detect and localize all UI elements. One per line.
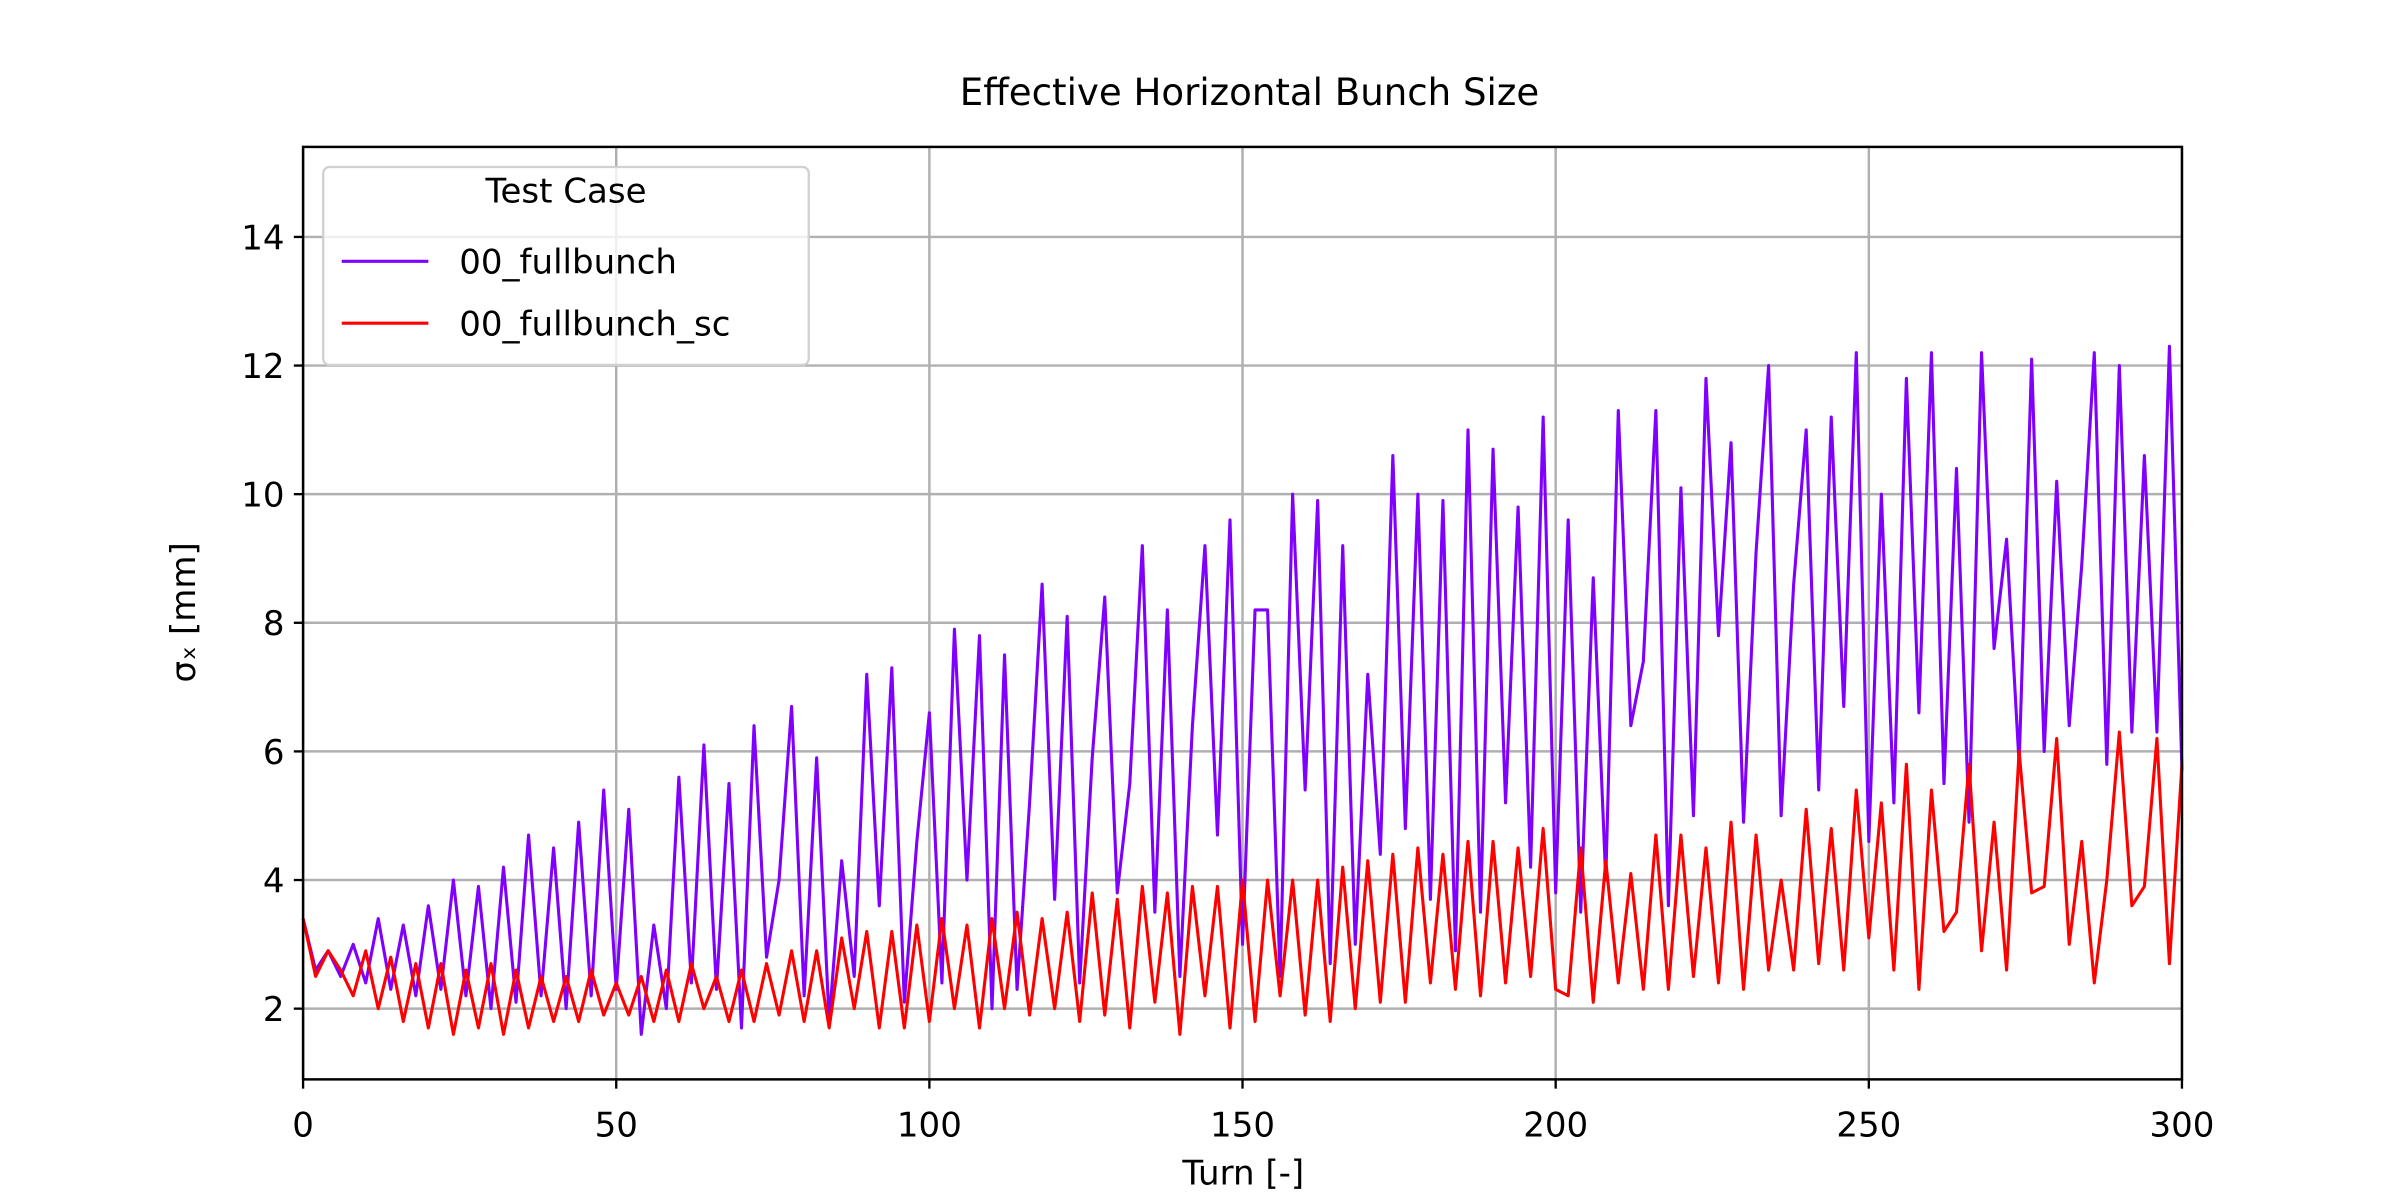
x-tick-label: 200	[1523, 1106, 1588, 1146]
legend-label: 00_fullbunch	[459, 243, 677, 283]
legend: Test Case 00_fullbunch 00_fullbunch_sc	[322, 165, 810, 367]
y-tick-label: 2	[263, 990, 285, 1030]
legend-title: Test Case	[484, 172, 646, 212]
x-tick-label: 100	[897, 1106, 962, 1146]
x-axis-label: Turn [-]	[1181, 1154, 1304, 1194]
x-tick-label: 300	[2149, 1106, 2214, 1146]
data-line	[301, 730, 2184, 1036]
y-tick-label: 8	[263, 604, 285, 644]
y-tick-label: 4	[263, 861, 285, 901]
x-tick-label: 150	[1210, 1106, 1275, 1146]
x-tick-label: 250	[1836, 1106, 1901, 1146]
y-tick-label: 14	[241, 218, 284, 258]
legend-box	[322, 165, 810, 367]
plot-area	[301, 344, 2184, 1036]
legend-label: 00_fullbunch_sc	[459, 305, 730, 345]
y-tick-label: 12	[241, 347, 284, 387]
grid	[301, 146, 2184, 1080]
y-tick-label: 10	[241, 476, 284, 516]
data-line	[301, 344, 2184, 1036]
x-tick-label: 50	[595, 1106, 638, 1146]
y-axis-label: σₓ [mm]	[164, 542, 204, 682]
x-tick-label: 0	[292, 1106, 314, 1146]
y-tick-label: 6	[263, 733, 285, 773]
chart-title: Effective Horizontal Bunch Size	[960, 71, 1539, 114]
